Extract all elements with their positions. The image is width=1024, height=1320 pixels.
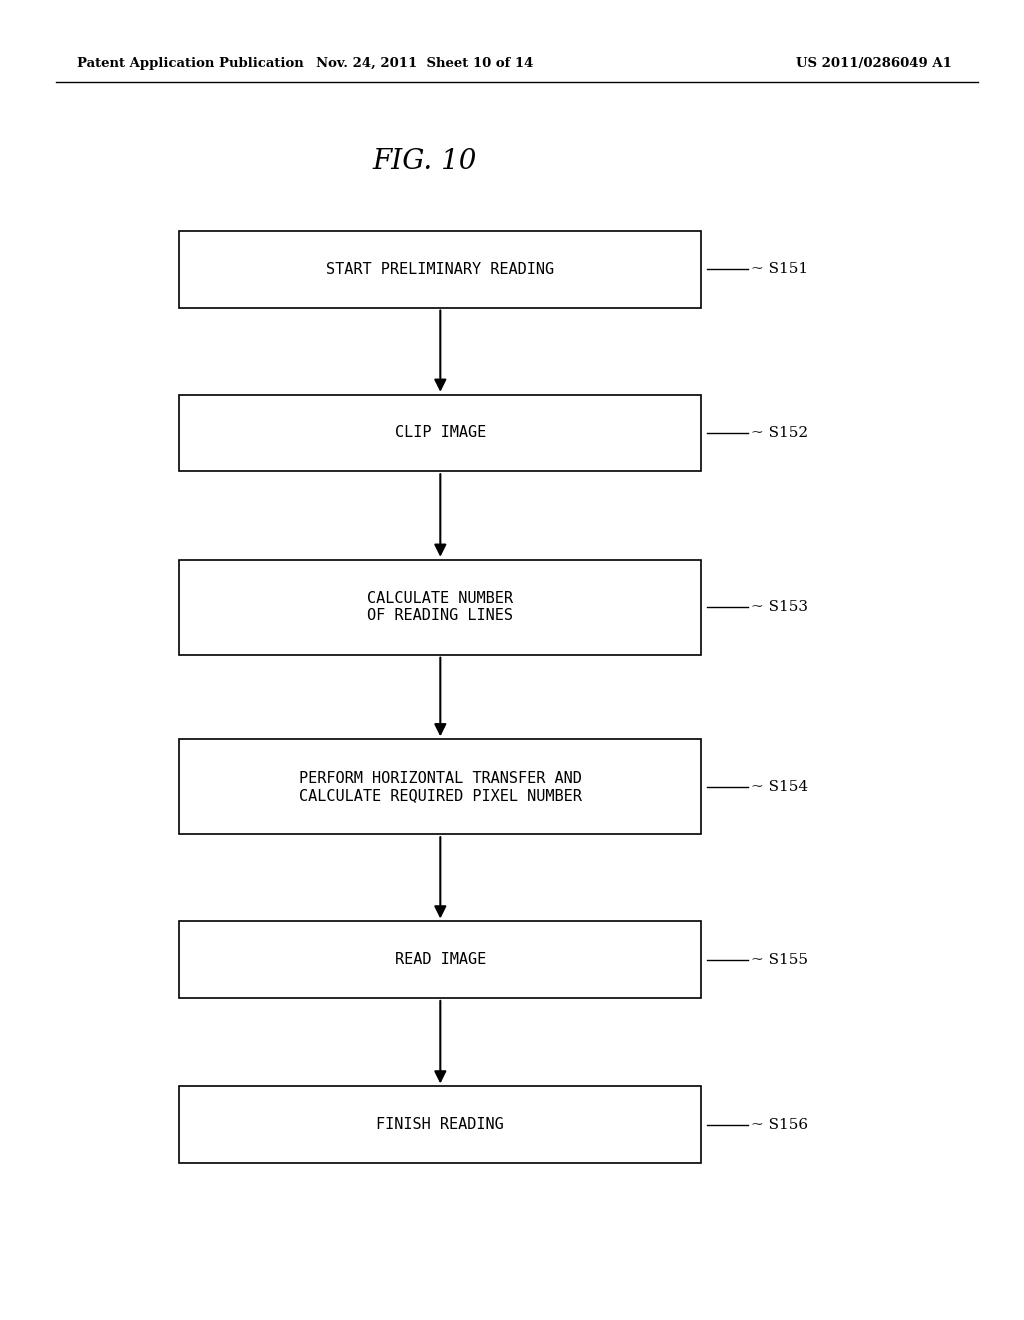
Text: ~ S156: ~ S156 [751, 1118, 808, 1131]
Bar [179, 739, 701, 834]
Text: US 2011/0286049 A1: US 2011/0286049 A1 [797, 57, 952, 70]
Bar [179, 1086, 701, 1163]
Text: CALCULATE NUMBER
OF READING LINES: CALCULATE NUMBER OF READING LINES [368, 591, 513, 623]
Text: ~ S151: ~ S151 [751, 263, 808, 276]
Text: ~ S152: ~ S152 [751, 426, 808, 440]
Text: FINISH READING: FINISH READING [377, 1117, 504, 1133]
Text: PERFORM HORIZONTAL TRANSFER AND
CALCULATE REQUIRED PIXEL NUMBER: PERFORM HORIZONTAL TRANSFER AND CALCULAT… [299, 771, 582, 803]
Text: ~ S153: ~ S153 [751, 601, 808, 614]
Bar [179, 231, 701, 308]
Text: ~ S155: ~ S155 [751, 953, 808, 966]
Text: Patent Application Publication: Patent Application Publication [77, 57, 303, 70]
Text: CLIP IMAGE: CLIP IMAGE [394, 425, 486, 441]
Text: Nov. 24, 2011  Sheet 10 of 14: Nov. 24, 2011 Sheet 10 of 14 [316, 57, 534, 70]
Bar [179, 395, 701, 471]
Text: FIG. 10: FIG. 10 [373, 148, 477, 174]
Text: ~ S154: ~ S154 [751, 780, 808, 793]
Bar [179, 921, 701, 998]
Bar [179, 560, 701, 655]
Text: READ IMAGE: READ IMAGE [394, 952, 486, 968]
Text: START PRELIMINARY READING: START PRELIMINARY READING [327, 261, 554, 277]
